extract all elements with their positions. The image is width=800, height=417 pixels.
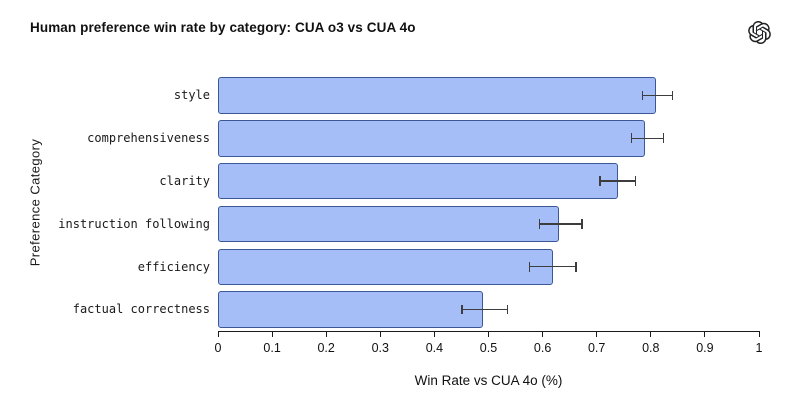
x-tick-label: 0.4 (425, 341, 444, 355)
bar (218, 120, 646, 157)
error-bar-cap-high (506, 304, 509, 315)
bar (218, 162, 619, 200)
chart-title: Human preference win rate by category: C… (30, 20, 416, 35)
bar (218, 248, 554, 285)
x-tick (758, 332, 760, 337)
x-axis-label: Win Rate vs CUA 4o (%) (414, 373, 563, 388)
category-label: factual correctness (72, 302, 210, 317)
bar (218, 77, 657, 114)
error-bar-cap-high (575, 261, 577, 272)
error-bar (642, 94, 673, 97)
x-tick (488, 332, 489, 337)
x-tick (542, 332, 544, 337)
x-tick-label: 0.9 (696, 341, 714, 355)
category-label: clarity (159, 173, 210, 188)
x-tick (325, 332, 327, 337)
x-axis-line (218, 331, 760, 333)
error-bar-cap-low (528, 261, 531, 272)
bar (218, 291, 484, 328)
category-label: style (173, 88, 210, 103)
error-bar-cap-low (641, 90, 644, 101)
error-bar-cap-low (538, 219, 541, 229)
error-bar-cap-low (461, 304, 463, 315)
category-label: instruction following (58, 216, 210, 231)
error-bar-cap-high (634, 176, 637, 186)
x-tick (596, 332, 598, 337)
openai-logo-icon (748, 21, 771, 44)
x-tick-label: 0.6 (533, 341, 552, 355)
category-label: comprehensiveness (87, 131, 210, 145)
x-tick-label: 0.2 (317, 341, 335, 355)
x-tick (217, 332, 219, 337)
x-tick-label: 1 (755, 341, 763, 355)
y-axis-label-text: Preference Category (27, 138, 43, 267)
bar (218, 205, 559, 243)
x-tick-label: 0.3 (371, 341, 389, 355)
error-bar-cap-high (581, 219, 583, 229)
error-bar (599, 180, 636, 182)
x-tick (379, 332, 381, 337)
x-tick-label: 0.1 (263, 341, 281, 355)
x-tick-label: 0.7 (587, 341, 606, 355)
category-label: efficiency (137, 259, 210, 274)
x-tick-label: 0 (214, 341, 222, 355)
error-bar-cap-low (630, 133, 632, 144)
x-tick-label: 0.8 (642, 341, 660, 355)
x-tick (433, 332, 435, 337)
error-bar (461, 308, 508, 311)
x-tick (704, 332, 706, 337)
error-bar (529, 266, 577, 268)
error-bar (631, 137, 664, 139)
error-bar-cap-high (663, 133, 665, 144)
error-bar (539, 223, 583, 225)
error-bar-cap-low (599, 176, 601, 186)
x-tick (271, 332, 273, 337)
x-tick-label: 0.5 (479, 341, 498, 355)
x-tick (650, 332, 652, 337)
error-bar-cap-high (671, 90, 674, 101)
